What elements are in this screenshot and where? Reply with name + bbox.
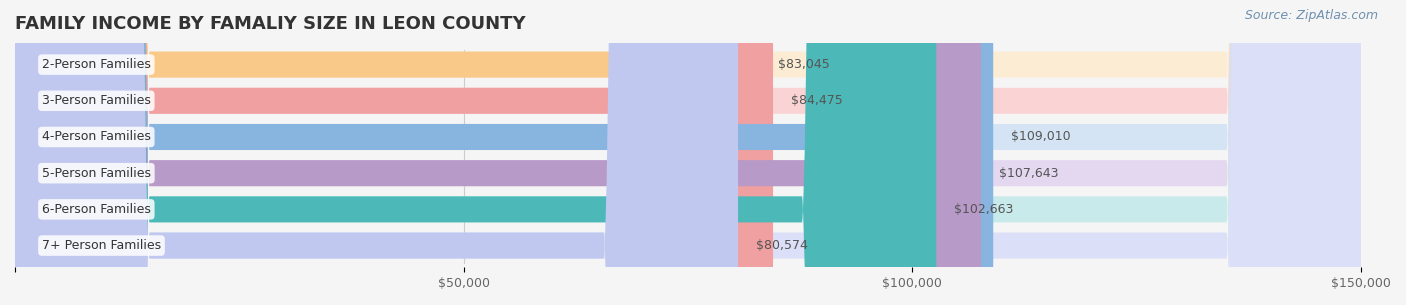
Text: $83,045: $83,045 <box>778 58 830 71</box>
Text: 6-Person Families: 6-Person Families <box>42 203 150 216</box>
FancyBboxPatch shape <box>15 0 1361 305</box>
FancyBboxPatch shape <box>15 0 1361 305</box>
FancyBboxPatch shape <box>15 0 761 305</box>
FancyBboxPatch shape <box>15 0 1361 305</box>
FancyBboxPatch shape <box>15 0 1361 305</box>
Text: 2-Person Families: 2-Person Families <box>42 58 150 71</box>
Text: $80,574: $80,574 <box>756 239 808 252</box>
FancyBboxPatch shape <box>15 0 1361 305</box>
Text: FAMILY INCOME BY FAMALIY SIZE IN LEON COUNTY: FAMILY INCOME BY FAMALIY SIZE IN LEON CO… <box>15 15 526 33</box>
Text: $109,010: $109,010 <box>1011 131 1071 143</box>
FancyBboxPatch shape <box>15 0 738 305</box>
FancyBboxPatch shape <box>15 0 936 305</box>
FancyBboxPatch shape <box>15 0 1361 305</box>
FancyBboxPatch shape <box>15 0 981 305</box>
FancyBboxPatch shape <box>15 0 993 305</box>
Text: Source: ZipAtlas.com: Source: ZipAtlas.com <box>1244 9 1378 22</box>
FancyBboxPatch shape <box>15 0 773 305</box>
Text: $84,475: $84,475 <box>792 94 842 107</box>
Text: 4-Person Families: 4-Person Families <box>42 131 150 143</box>
Text: 5-Person Families: 5-Person Families <box>42 167 150 180</box>
Text: 3-Person Families: 3-Person Families <box>42 94 150 107</box>
Text: 7+ Person Families: 7+ Person Families <box>42 239 162 252</box>
Text: $107,643: $107,643 <box>998 167 1059 180</box>
Text: $102,663: $102,663 <box>955 203 1014 216</box>
